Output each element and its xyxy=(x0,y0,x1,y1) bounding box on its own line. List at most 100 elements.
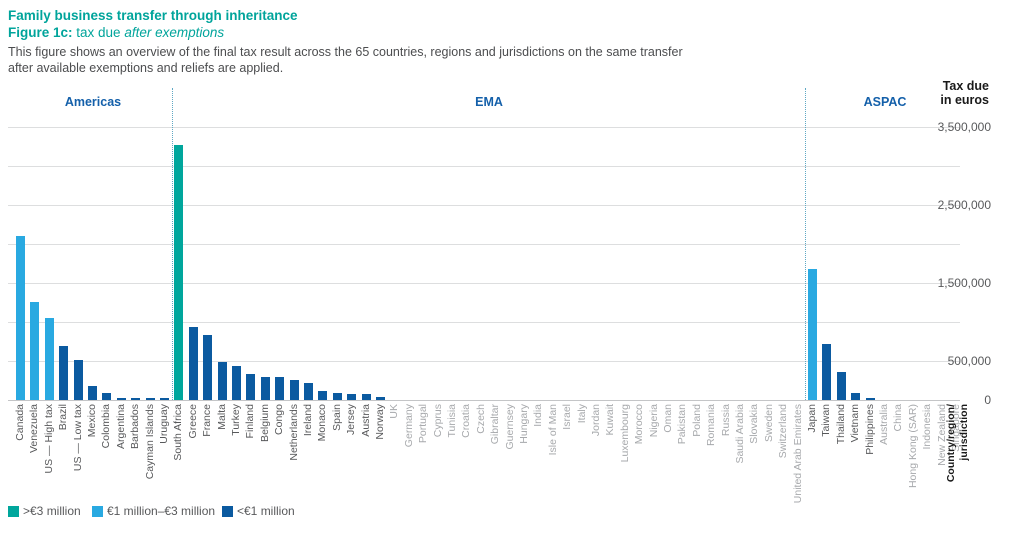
x-label-indonesia: Indonesia xyxy=(921,404,933,450)
x-label-switzerland: Switzerland xyxy=(777,404,789,459)
chart-legend: >€3 million €1 million–€3 million <€1 mi… xyxy=(8,504,408,518)
x-label-romania: Romania xyxy=(705,404,717,447)
figure-label: Figure 1c: xyxy=(8,25,73,40)
bar-philippines xyxy=(866,398,875,400)
region-label-americas: Americas xyxy=(64,95,122,109)
x-label-oman: Oman xyxy=(662,404,674,433)
bar-canada xyxy=(16,236,25,400)
y-axis-title-line2: in euros xyxy=(940,93,989,107)
bar-brazil xyxy=(59,346,68,400)
x-label-sweden: Sweden xyxy=(763,404,775,442)
bar-france xyxy=(203,335,212,400)
x-label-united-arab-emirates: United Arab Emirates xyxy=(792,404,804,504)
x-label-hong-kong-sar: Hong Kong (SAR) xyxy=(907,404,919,489)
y-axis-title-line1: Tax due xyxy=(942,79,989,93)
bar-greece xyxy=(189,327,198,400)
gridline xyxy=(8,322,960,323)
x-label-gibraltar: Gibraltar xyxy=(489,404,501,445)
legend-item-under-1m: <€1 million xyxy=(222,504,295,518)
gridline xyxy=(8,283,960,284)
bar-jersey xyxy=(347,394,356,400)
x-label-jordan: Jordan xyxy=(590,404,602,437)
legend-swatch-light-blue xyxy=(92,505,103,517)
x-label-guernsey: Guernsey xyxy=(504,404,516,450)
page-title: Family business transfer through inherit… xyxy=(8,8,298,23)
x-label-philippines: Philippines xyxy=(864,404,876,455)
bar-mexico xyxy=(88,386,97,400)
x-label-saudi-arabia: Saudi Arabia xyxy=(734,404,746,464)
bar-colombia xyxy=(102,393,111,400)
legend-item-over-3m: >€3 million xyxy=(8,504,81,518)
bar-japan xyxy=(808,269,817,400)
x-label-vietnam: Vietnam xyxy=(849,404,861,443)
x-label-thailand: Thailand xyxy=(835,404,847,445)
x-label-croatia: Croatia xyxy=(460,404,472,438)
x-label-morocco: Morocco xyxy=(633,404,645,445)
bar-malta xyxy=(218,362,227,400)
x-label-pakistan: Pakistan xyxy=(676,404,688,445)
bar-barbados xyxy=(131,398,140,400)
bar-monaco xyxy=(318,391,327,400)
x-label-luxembourg: Luxembourg xyxy=(619,404,631,463)
bar-netherlands xyxy=(290,380,299,400)
bar-taiwan xyxy=(822,344,831,400)
x-label-japan: Japan xyxy=(806,404,818,433)
gridline xyxy=(8,166,960,167)
x-label-poland: Poland xyxy=(691,404,703,437)
bar-us-high-tax xyxy=(45,318,54,400)
bar-cayman-islands xyxy=(146,398,155,400)
bar-argentina xyxy=(117,398,126,400)
gridline xyxy=(8,205,960,206)
bar-south-africa xyxy=(174,145,183,400)
figure-caption: Figure 1c: tax due after exemptions xyxy=(8,25,224,40)
bar-spain xyxy=(333,393,342,400)
x-label-russia: Russia xyxy=(720,404,732,437)
y-tick-label: 0 xyxy=(984,393,991,407)
x-label-israel: Israel xyxy=(561,404,573,430)
bar-us-low-tax xyxy=(74,360,83,400)
figure-caption-italic: after exemptions xyxy=(124,25,225,40)
x-axis-title: Country/region/ jurisdiction xyxy=(945,404,971,524)
x-axis-title-line2: jurisdiction xyxy=(958,404,970,461)
region-separator xyxy=(172,88,173,400)
legend-item-1m-3m: €1 million–€3 million xyxy=(92,504,215,518)
x-axis-title-line1: Country/region/ xyxy=(945,404,957,483)
x-label-india: India xyxy=(532,404,544,427)
legend-swatch-teal xyxy=(8,505,19,517)
x-label-portugal: Portugal xyxy=(417,404,429,444)
x-label-hungary: Hungary xyxy=(518,404,530,444)
bar-austria xyxy=(362,394,371,400)
x-label-nigeria: Nigeria xyxy=(648,404,660,438)
legend-swatch-dark-blue xyxy=(222,505,233,517)
bar-norway xyxy=(376,397,385,400)
bar-turkey xyxy=(232,366,241,400)
legend-label: €1 million–€3 million xyxy=(107,504,216,518)
x-label-kuwait: Kuwait xyxy=(604,404,616,436)
gridline xyxy=(8,127,960,128)
x-label-china: China xyxy=(892,404,904,432)
bar-belgium xyxy=(261,377,270,400)
bar-uruguay xyxy=(160,398,169,400)
y-tick-label: 1,500,000 xyxy=(937,276,991,290)
x-label-tunisia: Tunisia xyxy=(446,404,458,438)
x-label-isle-of-man: Isle of Man xyxy=(547,404,559,456)
x-label-cyprus: Cyprus xyxy=(432,404,444,438)
x-label-slovakia: Slovakia xyxy=(748,404,760,444)
y-tick-label: 3,500,000 xyxy=(937,120,991,134)
region-label-ema: EMA xyxy=(475,95,503,109)
x-axis-line xyxy=(8,400,960,401)
region-separator xyxy=(805,88,806,400)
figure-description: This figure shows an overview of the fin… xyxy=(8,44,683,76)
legend-label: <€1 million xyxy=(237,504,295,518)
figure-description-line1: This figure shows an overview of the fin… xyxy=(8,45,683,59)
gridline xyxy=(8,361,960,362)
y-axis-title: Tax due in euros xyxy=(859,79,989,107)
y-tick-label: 2,500,000 xyxy=(937,198,991,212)
gridline xyxy=(8,244,960,245)
legend-label: >€3 million xyxy=(23,504,81,518)
figure-description-line2: after available exemptions and reliefs a… xyxy=(8,61,284,75)
bar-ireland xyxy=(304,383,313,400)
figure-caption-text: tax due xyxy=(72,25,125,40)
bar-vietnam xyxy=(851,393,860,400)
